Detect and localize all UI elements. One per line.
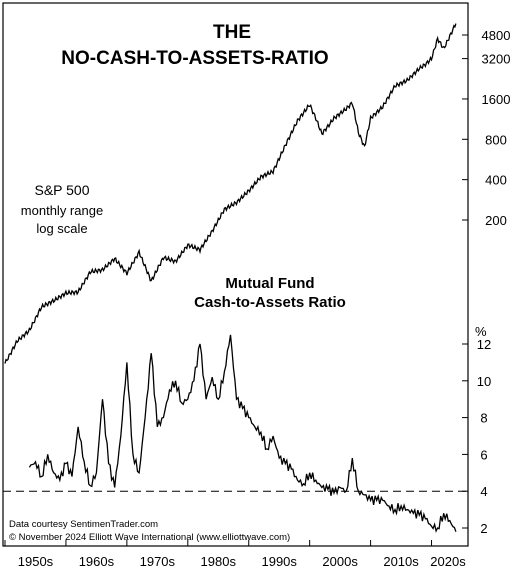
ratio-y-tick-label: 12 [477, 337, 491, 352]
sp500-scale-label: log scale [36, 221, 87, 236]
x-tick-label: 2010s [383, 554, 419, 569]
x-tick-label: 1980s [201, 554, 237, 569]
cash-ratio-title: Mutual Fund [225, 275, 314, 292]
chart-title: THE [213, 22, 251, 43]
sp500-y-tick-label: 400 [485, 173, 507, 188]
sp500-y-tick-label: 4800 [482, 28, 511, 43]
ratio-unit-label: % [475, 324, 487, 339]
x-tick-label: 2020s [430, 554, 466, 569]
x-tick-label: 1950s [18, 554, 54, 569]
x-axis: 1950s 1960s 1970s 1980s 1990s 2000s 2010s 2020s [4, 540, 466, 569]
sp500-label: S&P 500 [34, 182, 89, 198]
x-tick-label: 1990s [261, 554, 297, 569]
sp500-y-tick-label: 3200 [482, 52, 511, 67]
sp500-series-line [4, 23, 457, 364]
sp500-range-label: monthly range [21, 203, 103, 218]
cash-ratio-subtitle: Cash-to-Assets Ratio [194, 294, 346, 311]
ratio-y-tick-label: 10 [477, 374, 491, 389]
ratio-y-tick-label: 8 [480, 411, 487, 426]
ratio-y-tick-label: 2 [480, 521, 487, 536]
data-credit: Data courtesy SentimenTrader.com [9, 519, 158, 530]
sp500-y-tick-label: 800 [485, 132, 507, 147]
x-tick-label: 2000s [322, 554, 358, 569]
x-tick-label: 1960s [79, 554, 115, 569]
sp500-y-axis: 4800 3200 1600 800 400 200 [462, 28, 510, 228]
sp500-y-tick-label: 1600 [482, 92, 511, 107]
chart-subtitle: NO-CASH-TO-ASSETS-RATIO [61, 48, 328, 69]
x-tick-label: 1970s [140, 554, 176, 569]
ratio-y-axis: 12 10 8 6 4 2 [462, 337, 491, 536]
copyright-credit: © November 2024 Elliott Wave Internation… [9, 532, 290, 543]
ratio-y-tick-label: 4 [480, 484, 487, 499]
sp500-y-tick-label: 200 [485, 213, 507, 228]
cash-ratio-series-line [28, 334, 457, 533]
ratio-y-tick-label: 6 [480, 447, 487, 462]
plot-frame [2, 2, 469, 547]
